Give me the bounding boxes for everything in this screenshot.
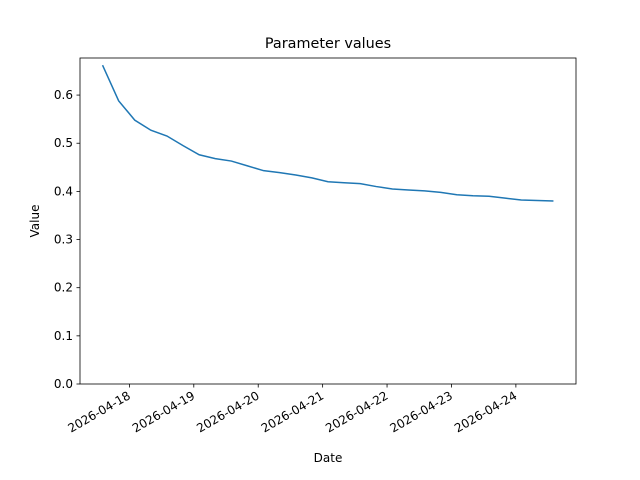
y-tick-label: 0.6 bbox=[54, 88, 73, 102]
x-tick-label: 2026-04-23 bbox=[388, 388, 455, 435]
y-tick-label: 0.2 bbox=[54, 281, 73, 295]
y-tick-label: 0.3 bbox=[54, 233, 73, 247]
y-tick-label: 0.0 bbox=[54, 377, 73, 391]
y-axis-label: Value bbox=[28, 205, 42, 238]
y-tick-label: 0.4 bbox=[54, 184, 73, 198]
x-tick-label: 2026-04-19 bbox=[130, 388, 197, 435]
plot-frame bbox=[79, 57, 577, 385]
x-tick-label: 2026-04-22 bbox=[323, 388, 390, 435]
x-tick-label: 2026-04-20 bbox=[194, 388, 261, 435]
x-tick-label: 2026-04-24 bbox=[452, 388, 519, 435]
chart-title: Parameter values bbox=[265, 36, 391, 52]
x-tick-label: 2026-04-18 bbox=[65, 388, 132, 435]
x-axis-label: Date bbox=[314, 451, 343, 465]
line-series bbox=[101, 64, 554, 202]
y-tick-label: 0.5 bbox=[54, 136, 73, 150]
x-tick-label: 2026-04-21 bbox=[259, 388, 326, 435]
y-tick-label: 0.1 bbox=[54, 329, 73, 343]
